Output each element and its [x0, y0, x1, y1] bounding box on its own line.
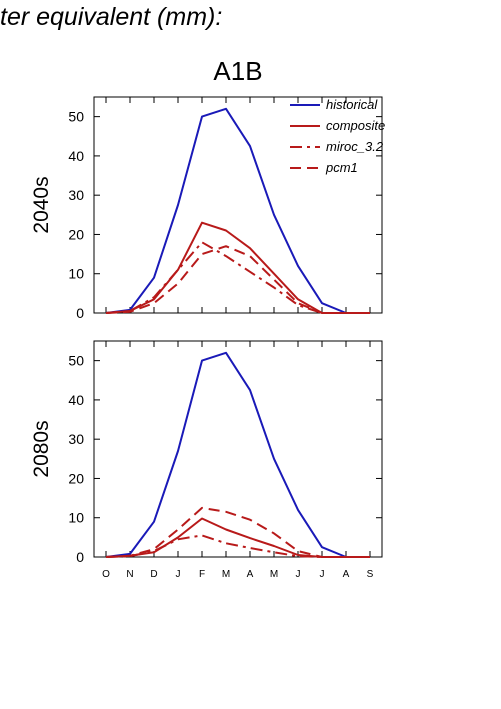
x-tick-label: J — [320, 569, 325, 580]
series-line-historical — [105, 351, 370, 558]
series-line-historical — [105, 107, 370, 314]
series-line-pcm1 — [105, 245, 370, 314]
y-tick-label: 10 — [68, 510, 84, 526]
panel-label: 2040s — [30, 176, 53, 233]
x-tick-label: S — [367, 569, 374, 580]
x-tick-label: A — [247, 569, 254, 580]
series-line-composite — [105, 221, 370, 314]
y-tick-label: 50 — [68, 109, 84, 125]
series-line-pcm1 — [105, 506, 370, 558]
x-tick-label: F — [199, 569, 205, 580]
x-tick-label: N — [126, 569, 133, 580]
scenario-title: A1B — [213, 56, 263, 86]
x-tick-label: M — [222, 569, 230, 580]
plot-frame-2 — [93, 340, 383, 558]
series-line-miroc-3-2 — [105, 241, 370, 314]
legend-label: composite — [326, 118, 385, 133]
x-tick-label: D — [150, 569, 157, 580]
y-tick-label: 30 — [68, 187, 84, 203]
y-tick-label: 0 — [76, 305, 84, 321]
y-tick-label: 20 — [68, 226, 84, 242]
y-tick-label: 30 — [68, 431, 84, 447]
y-tick-label: 40 — [68, 392, 84, 408]
legend-label: miroc_3.2 — [326, 139, 384, 154]
x-tick-label: M — [270, 569, 278, 580]
y-tick-label: 10 — [68, 266, 84, 282]
y-tick-label: 50 — [68, 353, 84, 369]
page-title: ter equivalent (mm): — [0, 3, 223, 31]
x-tick-label: J — [176, 569, 181, 580]
x-tick-label: J — [296, 569, 301, 580]
y-tick-label: 40 — [68, 148, 84, 164]
y-tick-label: 20 — [68, 470, 84, 486]
x-tick-label: O — [102, 569, 110, 580]
plot-frame-1 — [93, 96, 383, 314]
legend-label: historical — [326, 97, 378, 112]
x-tick-label: A — [343, 569, 350, 580]
y-tick-label: 0 — [76, 549, 84, 565]
panel-label: 2080s — [30, 420, 53, 477]
legend-label: pcm1 — [325, 160, 358, 175]
